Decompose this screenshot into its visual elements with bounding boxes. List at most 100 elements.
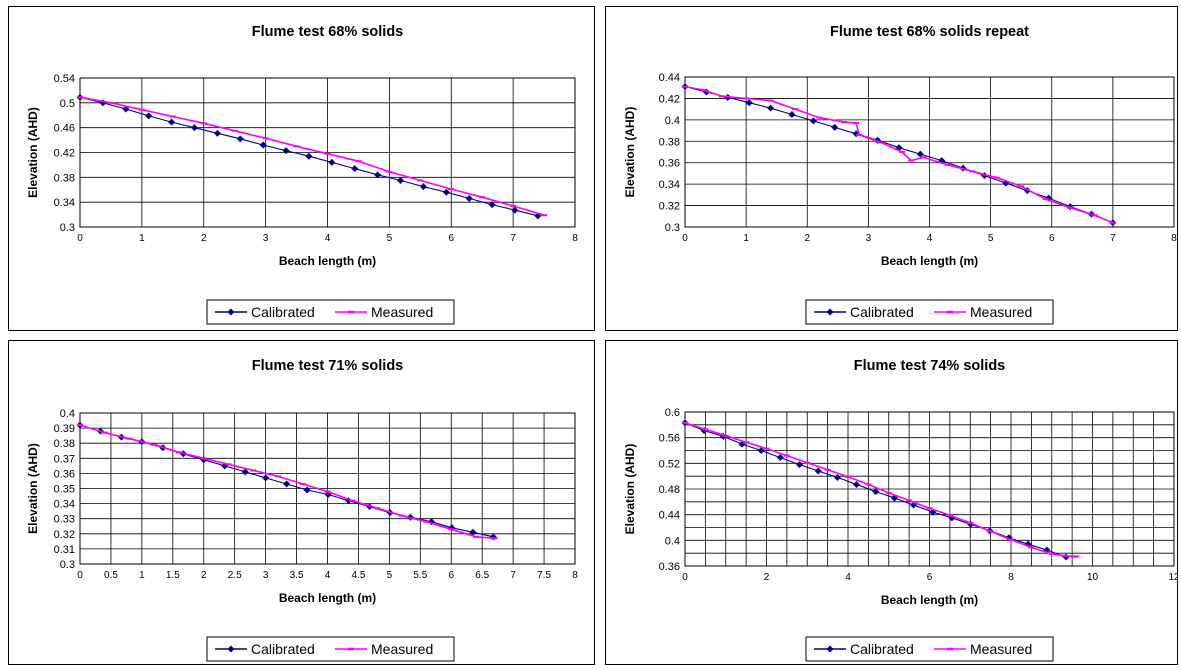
legend-label-measured: Measured xyxy=(371,641,433,657)
data-point-calibrated xyxy=(938,157,946,165)
data-point-calibrated xyxy=(305,152,313,160)
y-tick-label: 0.42 xyxy=(659,93,680,105)
x-tick-label: 2 xyxy=(804,233,810,244)
data-point-calibrated xyxy=(776,454,784,462)
data-point-calibrated xyxy=(702,88,710,96)
y-tick-label: 0.33 xyxy=(54,514,75,526)
data-point-calibrated xyxy=(236,135,244,143)
y-axis-label: Elevation (AHD) xyxy=(623,444,637,535)
y-tick-label: 0.4 xyxy=(665,535,680,547)
legend: Calibrated Measured xyxy=(805,636,1054,662)
y-tick-label: 0.35 xyxy=(54,484,75,496)
y-tick-label: 0.42 xyxy=(54,148,75,160)
x-tick-label: 7 xyxy=(510,570,516,581)
x-tick-label: 3 xyxy=(866,233,872,244)
x-tick-label: 2.5 xyxy=(228,570,242,581)
legend-box xyxy=(206,636,455,662)
x-tick-label: 0 xyxy=(682,572,688,583)
x-tick-label: 5 xyxy=(988,233,994,244)
y-tick-label: 0.32 xyxy=(54,529,75,541)
data-point-calibrated xyxy=(419,183,427,191)
data-point-calibrated xyxy=(397,176,405,184)
data-point-calibrated xyxy=(959,164,967,172)
data-point-calibrated xyxy=(303,486,311,494)
legend-label-measured: Measured xyxy=(970,641,1032,657)
x-tick-label: 8 xyxy=(572,570,578,581)
data-point-calibrated xyxy=(831,123,839,131)
series-line-measured xyxy=(79,424,495,540)
data-point-calibrated xyxy=(1024,540,1032,548)
legend-label-calibrated: Calibrated xyxy=(850,641,914,657)
data-point-calibrated xyxy=(262,474,270,482)
chart-title: Flume test 68% solids xyxy=(252,24,404,40)
x-tick-label: 12 xyxy=(1168,572,1177,583)
data-point-calibrated xyxy=(351,165,359,173)
data-point-calibrated xyxy=(469,528,477,536)
x-tick-label: 1 xyxy=(139,570,145,581)
data-point-calibrated xyxy=(465,194,473,202)
x-tick-label: 10 xyxy=(1087,572,1099,583)
y-tick-label: 0.34 xyxy=(54,499,75,511)
x-tick-label: 8 xyxy=(1171,233,1177,244)
x-tick-label: 1 xyxy=(743,233,749,244)
legend: Calibrated Measured xyxy=(805,299,1054,325)
x-tick-label: 4 xyxy=(927,233,933,244)
x-tick-label: 6 xyxy=(448,570,454,581)
legend-label-measured: Measured xyxy=(970,304,1032,320)
x-tick-label: 6 xyxy=(1049,233,1055,244)
y-tick-label: 0.3 xyxy=(60,559,75,571)
y-tick-label: 0.44 xyxy=(659,72,680,84)
data-point-calibrated xyxy=(788,111,796,118)
data-point-calibrated xyxy=(853,481,861,489)
x-tick-label: 4 xyxy=(845,572,851,583)
x-tick-label: 7.5 xyxy=(537,570,551,581)
y-tick-label: 0.4 xyxy=(60,408,75,420)
data-point-calibrated xyxy=(1005,534,1013,542)
data-point-calibrated xyxy=(190,124,198,132)
legend-label-calibrated: Calibrated xyxy=(251,304,315,320)
data-point-calibrated xyxy=(511,206,519,214)
data-point-calibrated xyxy=(916,150,924,158)
data-point-calibrated xyxy=(448,524,456,532)
y-tick-label: 0.3 xyxy=(665,222,680,234)
x-tick-label: 0 xyxy=(682,233,688,244)
y-tick-label: 0.44 xyxy=(659,510,680,522)
x-tick-label: 1.5 xyxy=(166,570,180,581)
data-point-calibrated xyxy=(809,117,817,125)
data-point-calibrated xyxy=(767,104,775,112)
data-point-calibrated xyxy=(872,488,880,496)
x-tick-label: 7 xyxy=(1110,233,1116,244)
data-point-calibrated xyxy=(145,112,153,120)
data-point-calibrated xyxy=(910,501,918,509)
data-point-calibrated xyxy=(241,468,249,476)
x-axis-label: Beach length (m) xyxy=(279,254,376,268)
chart-1-svg: Flume test 68% solids 0 1 2 3 4 5 6 7 8 0.3 0.34 0.3… xyxy=(26,24,578,325)
legend-marker xyxy=(227,645,235,653)
legend: Calibrated Measured xyxy=(206,636,455,662)
x-tick-label: 3.5 xyxy=(290,570,304,581)
y-tick-label: 0.38 xyxy=(54,172,75,184)
y-tick-label: 0.4 xyxy=(665,115,680,127)
y-tick-label: 0.5 xyxy=(60,98,75,110)
x-axis-label: Beach length (m) xyxy=(881,593,978,607)
data-point-calibrated xyxy=(282,147,290,155)
y-tick-label: 0.56 xyxy=(659,433,680,445)
legend-label-calibrated: Calibrated xyxy=(251,641,315,657)
x-tick-label: 2 xyxy=(201,233,207,244)
data-point-calibrated xyxy=(324,491,332,499)
x-tick-label: 3 xyxy=(263,570,269,581)
y-tick-label: 0.34 xyxy=(54,197,75,209)
y-tick-label: 0.54 xyxy=(54,73,75,85)
legend-marker xyxy=(826,645,834,653)
data-point-calibrated xyxy=(796,461,804,469)
legend-box xyxy=(206,299,455,325)
x-tick-label: 8 xyxy=(1008,572,1014,583)
legend-marker xyxy=(826,308,834,316)
chart-title: Flume test 74% solids xyxy=(854,358,1006,374)
data-point-calibrated xyxy=(283,480,291,488)
x-tick-label: 7 xyxy=(510,233,516,244)
x-tick-label: 4.5 xyxy=(351,570,365,581)
y-tick-label: 0.36 xyxy=(54,468,75,480)
y-tick-label: 0.37 xyxy=(54,453,75,465)
x-tick-label: 0.5 xyxy=(104,570,118,581)
